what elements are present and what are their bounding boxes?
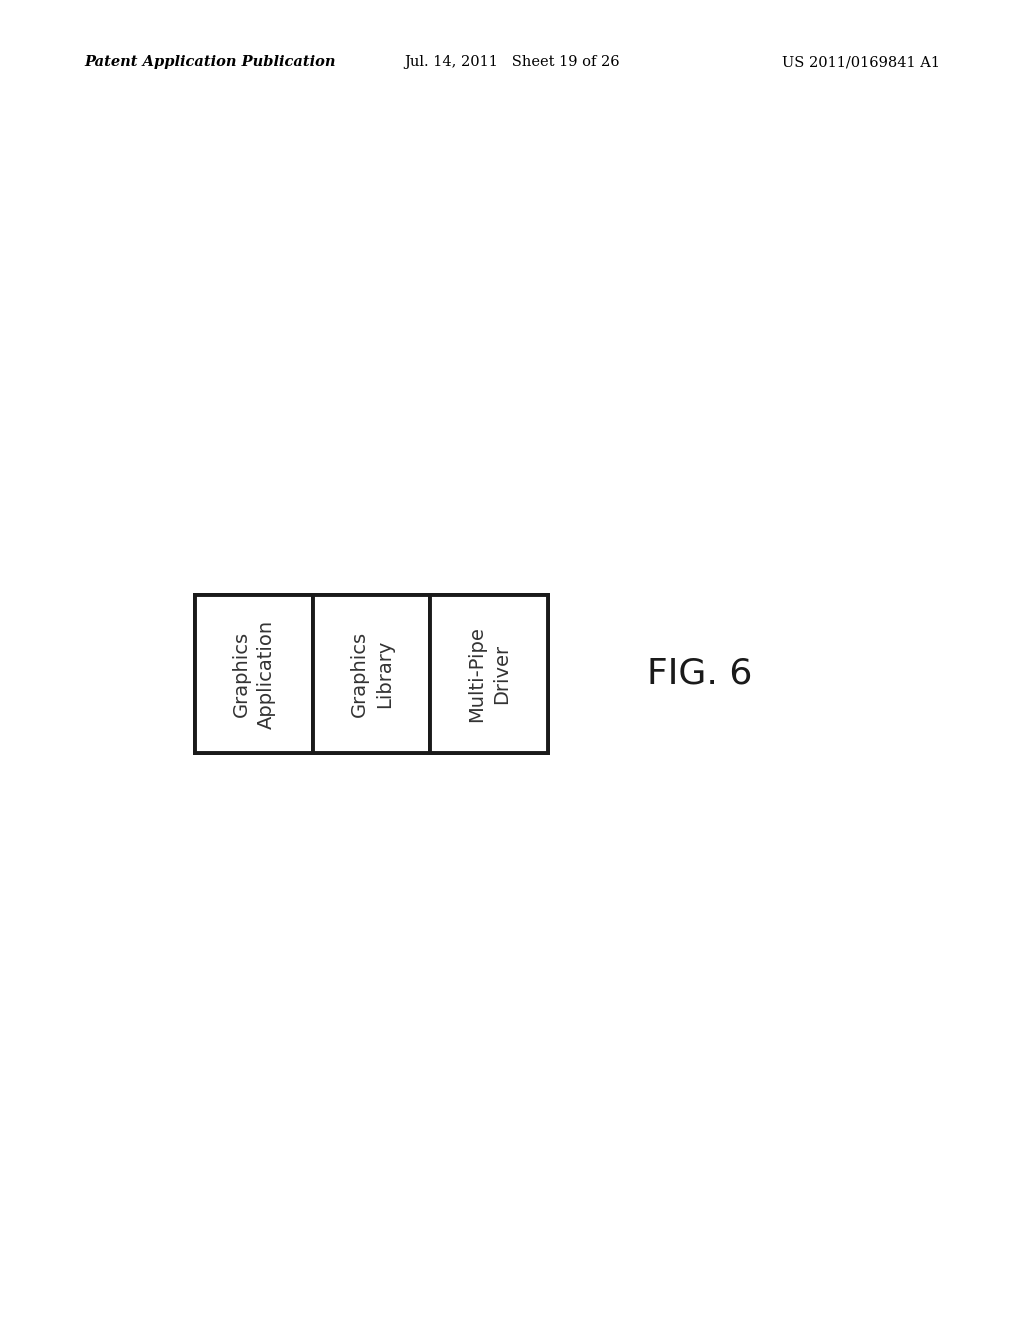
Bar bbox=[196, 595, 548, 752]
Text: Graphics
Library: Graphics Library bbox=[349, 631, 393, 717]
Bar bbox=[313, 595, 430, 752]
Text: US 2011/0169841 A1: US 2011/0169841 A1 bbox=[782, 55, 940, 70]
Text: FIG. 6: FIG. 6 bbox=[647, 657, 752, 690]
Text: Jul. 14, 2011   Sheet 19 of 26: Jul. 14, 2011 Sheet 19 of 26 bbox=[404, 55, 620, 70]
Text: Graphics
Application: Graphics Application bbox=[232, 619, 276, 729]
Bar bbox=[196, 595, 313, 752]
Text: Patent Application Publication: Patent Application Publication bbox=[84, 55, 336, 70]
Bar bbox=[430, 595, 548, 752]
Text: Multi-Pipe
Driver: Multi-Pipe Driver bbox=[467, 626, 511, 722]
